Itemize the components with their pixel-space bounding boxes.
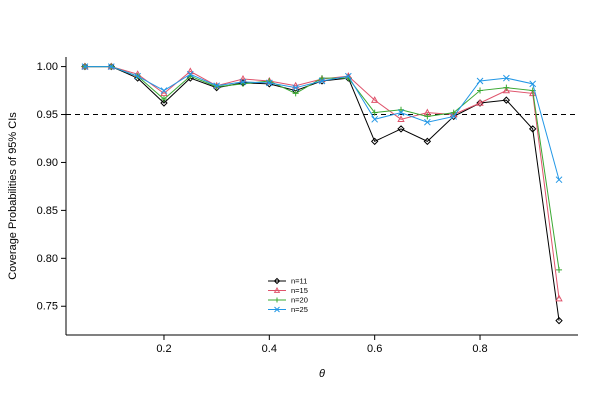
marker-x: [450, 113, 458, 120]
marker-x: [371, 115, 379, 123]
marker-x: [186, 70, 194, 78]
marker-diamond: [273, 277, 281, 285]
marker-x: [239, 78, 247, 86]
marker-triangle: [160, 89, 168, 97]
marker-plus: [556, 266, 563, 273]
marker-triangle: [370, 96, 379, 103]
marker-plus: [503, 84, 510, 91]
marker-diamond: [160, 99, 168, 107]
marker-plus: [450, 109, 457, 116]
marker-x: [213, 82, 221, 90]
legend-label: n=11: [291, 277, 307, 286]
series-line: [84, 66, 560, 270]
marker-x: [292, 84, 300, 92]
marker-triangle: [529, 89, 537, 97]
marker-x: [503, 74, 510, 82]
marker-diamond: [555, 316, 563, 325]
x-tick-label: 0.8: [472, 343, 487, 355]
marker-diamond: [528, 125, 537, 133]
legend-label: n=25: [291, 305, 308, 314]
legend-label: n=20: [291, 296, 308, 305]
series-line: [84, 66, 560, 299]
marker-plus: [424, 113, 431, 120]
x-tick-label: 0.2: [156, 343, 171, 355]
marker-diamond: [397, 125, 405, 133]
marker-x: [344, 72, 352, 80]
marker-triangle: [502, 86, 511, 94]
marker-x: [160, 87, 168, 94]
y-tick-label: 0.80: [37, 253, 58, 265]
series-line: [84, 66, 560, 321]
x-tick-label: 0.6: [367, 343, 382, 355]
marker-plus: [477, 87, 484, 94]
marker-plus: [398, 106, 405, 113]
marker-plus: [371, 109, 378, 116]
x-tick-label: 0.4: [262, 343, 277, 355]
marker-triangle: [273, 286, 281, 293]
plot-area: 0.2 0.4 0.6 0.8 0.75 0.80 0.85 0.90 0.95 1.00 n=11…: [37, 57, 578, 355]
x-axis-title: θ: [319, 368, 325, 380]
y-tick-label: 0.95: [37, 109, 58, 121]
marker-diamond: [370, 137, 379, 146]
y-tick-label: 1.00: [37, 61, 58, 73]
marker-plus: [274, 297, 280, 303]
y-tick-label: 0.90: [37, 157, 58, 169]
marker-x: [476, 77, 484, 85]
marker-x: [107, 63, 115, 70]
marker-x: [529, 80, 537, 88]
marker-x: [81, 63, 89, 70]
marker-x: [318, 77, 326, 85]
marker-diamond: [423, 137, 432, 146]
marker-x: [134, 72, 141, 80]
marker-plus: [292, 90, 299, 97]
marker-triangle: [476, 98, 484, 106]
marker-triangle: [397, 115, 405, 123]
marker-triangle: [555, 294, 563, 302]
marker-x: [423, 118, 431, 126]
marker-plus: [160, 96, 167, 103]
marker-plus: [319, 75, 325, 82]
marker-x: [265, 79, 273, 87]
y-tick-label: 0.75: [37, 301, 58, 313]
marker-plus: [213, 83, 220, 90]
legend-label: n=15: [291, 286, 308, 295]
marker-x: [397, 109, 405, 116]
marker-x: [274, 306, 280, 313]
marker-diamond: [502, 96, 511, 104]
marker-x: [555, 176, 563, 184]
y-tick-label: 0.85: [37, 205, 58, 217]
y-axis-title: Coverage Probabilities of 95% CIs: [7, 112, 19, 280]
